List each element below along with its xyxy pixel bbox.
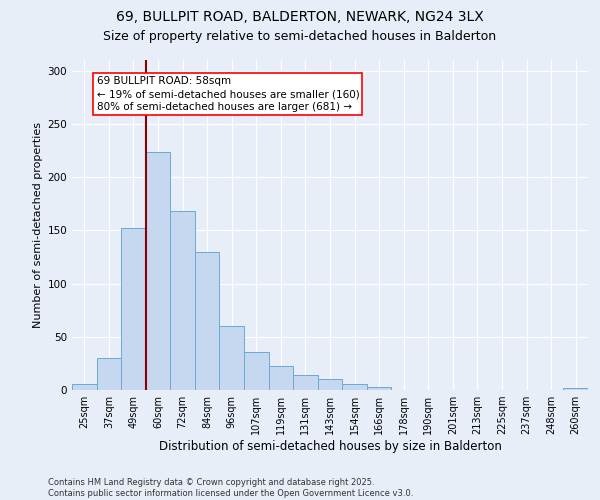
Bar bbox=[244, 352, 269, 390]
Bar bbox=[72, 384, 97, 390]
Y-axis label: Number of semi-detached properties: Number of semi-detached properties bbox=[33, 122, 43, 328]
Text: 69 BULLPIT ROAD: 58sqm
← 19% of semi-detached houses are smaller (160)
80% of se: 69 BULLPIT ROAD: 58sqm ← 19% of semi-det… bbox=[97, 76, 359, 112]
Bar bbox=[318, 380, 342, 390]
Text: Contains HM Land Registry data © Crown copyright and database right 2025.
Contai: Contains HM Land Registry data © Crown c… bbox=[48, 478, 413, 498]
Text: Size of property relative to semi-detached houses in Balderton: Size of property relative to semi-detach… bbox=[103, 30, 497, 43]
Bar bbox=[367, 387, 391, 390]
Bar bbox=[121, 228, 146, 390]
Bar bbox=[220, 326, 244, 390]
X-axis label: Distribution of semi-detached houses by size in Balderton: Distribution of semi-detached houses by … bbox=[158, 440, 502, 453]
Bar bbox=[146, 152, 170, 390]
Text: 69, BULLPIT ROAD, BALDERTON, NEWARK, NG24 3LX: 69, BULLPIT ROAD, BALDERTON, NEWARK, NG2… bbox=[116, 10, 484, 24]
Bar bbox=[293, 375, 318, 390]
Bar bbox=[342, 384, 367, 390]
Bar bbox=[195, 252, 220, 390]
Bar bbox=[563, 388, 588, 390]
Bar bbox=[97, 358, 121, 390]
Bar bbox=[170, 211, 195, 390]
Bar bbox=[269, 366, 293, 390]
